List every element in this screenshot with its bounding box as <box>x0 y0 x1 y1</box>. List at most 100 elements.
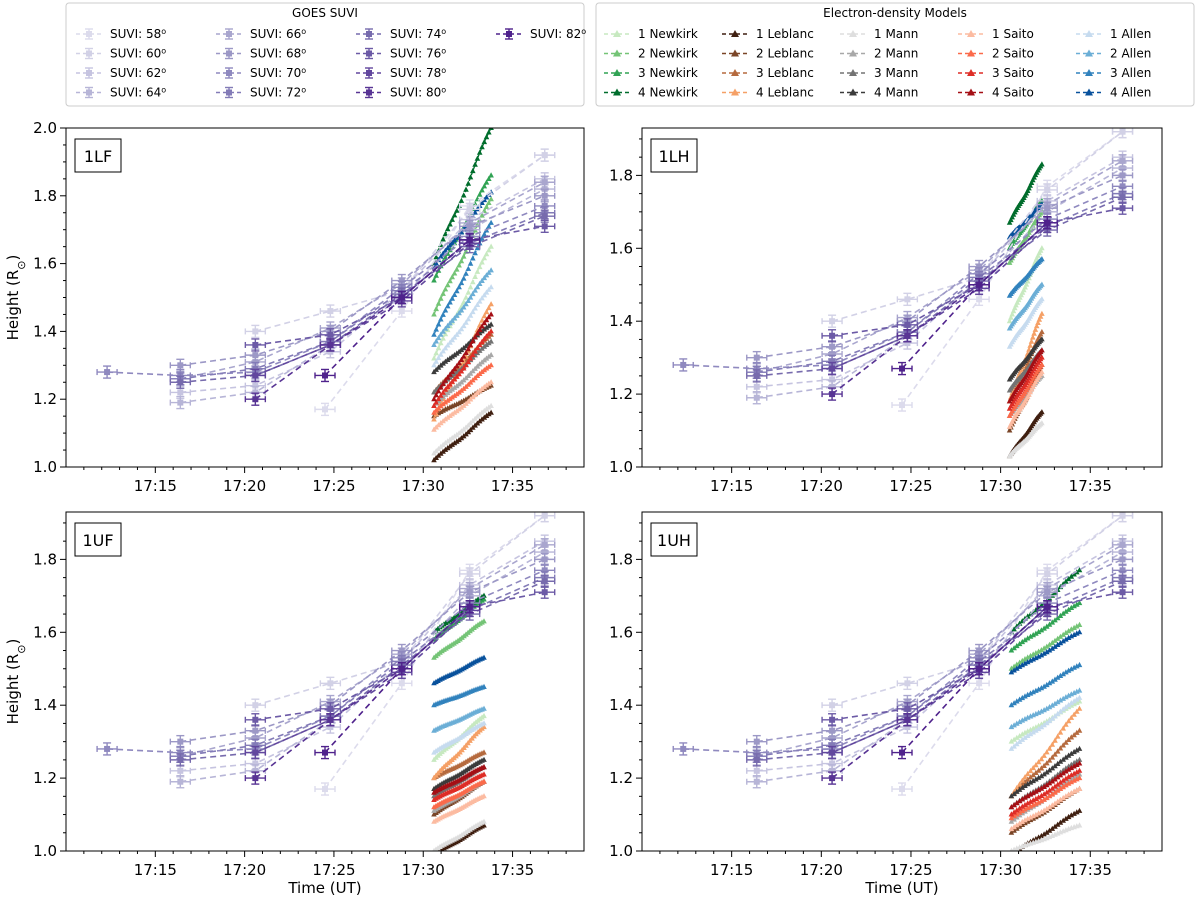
model-point <box>1046 767 1053 773</box>
model-point <box>1060 777 1066 783</box>
model-point <box>488 409 494 415</box>
model-point <box>486 314 492 320</box>
model-point <box>1016 659 1023 665</box>
suvi-series <box>746 168 1134 365</box>
model-point <box>1033 762 1039 768</box>
model-point <box>1071 624 1077 630</box>
model-point <box>470 351 476 358</box>
model-line <box>433 246 492 359</box>
model-point <box>456 329 462 335</box>
suvi-point <box>821 387 843 401</box>
model-point <box>1024 691 1031 697</box>
model-point <box>483 324 490 330</box>
model-point <box>1016 823 1023 829</box>
model-point <box>1074 761 1080 767</box>
model-point <box>479 235 485 241</box>
x-tick-label: 17:20 <box>800 861 843 879</box>
suvi-point <box>319 338 342 352</box>
suvi-point <box>746 753 768 767</box>
legend-entry-model: 2 Newkirk <box>604 47 698 61</box>
y-tick-label: 1.2 <box>33 390 57 408</box>
legend-marker <box>731 88 739 96</box>
model-point <box>1036 316 1043 322</box>
suvi-point <box>672 358 694 372</box>
model-point <box>1074 769 1080 775</box>
model-point <box>1027 798 1034 804</box>
suvi-point <box>391 662 413 676</box>
model-series <box>431 409 494 463</box>
model-series <box>431 196 494 317</box>
model-point <box>451 409 458 415</box>
model-point <box>1052 800 1058 806</box>
model-point <box>1035 810 1042 816</box>
suvi-line <box>254 242 471 377</box>
model-series <box>1006 296 1045 349</box>
model-point <box>433 305 439 312</box>
model-point <box>1039 336 1045 342</box>
model-point <box>1063 782 1069 788</box>
model-point <box>1071 631 1077 637</box>
model-point <box>1038 647 1045 653</box>
model-point <box>438 253 444 259</box>
suvi-point <box>1036 183 1058 197</box>
model-point <box>483 251 490 257</box>
suvi-line <box>324 154 546 410</box>
model-series <box>431 172 494 283</box>
model-point <box>440 290 446 296</box>
suvi-point <box>534 175 556 189</box>
suvi-line <box>756 160 1124 373</box>
model-point <box>438 392 444 398</box>
model-point <box>1057 612 1064 618</box>
suvi-legend-title: GOES SUVI <box>292 6 358 20</box>
legend-entry-suvi: SUVI: 78o <box>356 66 446 80</box>
model-series <box>431 764 487 795</box>
model-point <box>460 365 467 371</box>
model-point <box>433 358 439 364</box>
model-point <box>1060 756 1066 762</box>
legend-marker <box>967 30 975 37</box>
model-point <box>449 295 455 301</box>
model-point <box>481 592 487 598</box>
model-point <box>1039 354 1045 360</box>
suvi-series <box>244 600 481 785</box>
model-point <box>431 331 437 337</box>
model-point <box>483 203 490 209</box>
model-point <box>1016 798 1023 804</box>
model-point <box>454 207 460 213</box>
y-tick-label: 1.4 <box>33 322 57 340</box>
model-series <box>431 778 487 810</box>
legend-label: 1 Allen <box>1110 27 1151 41</box>
model-point <box>449 274 455 280</box>
model-point <box>1035 787 1042 793</box>
model-point <box>1076 599 1083 606</box>
model-point <box>1076 745 1083 751</box>
legend-entry-model: 2 Leblanc <box>722 47 814 61</box>
model-point <box>1046 787 1053 793</box>
suvi-point <box>534 209 556 223</box>
legend-label: 4 Leblanc <box>756 86 814 100</box>
model-point <box>1044 760 1050 766</box>
model-series <box>1006 245 1045 324</box>
suvi-point <box>821 329 843 343</box>
model-point <box>1024 804 1031 810</box>
model-point <box>444 342 451 348</box>
model-point <box>479 187 485 193</box>
x-tick-label: 17:20 <box>223 477 266 495</box>
model-point <box>1019 818 1026 824</box>
suvi-point <box>1036 585 1058 599</box>
suvi-point <box>169 764 192 778</box>
model-point <box>1071 732 1077 738</box>
model-point <box>1046 757 1053 763</box>
model-point <box>481 274 488 281</box>
suvi-point <box>891 398 913 412</box>
model-point <box>1052 823 1058 829</box>
suvi-series <box>169 538 556 763</box>
model-point <box>1024 781 1031 787</box>
model-point <box>1054 774 1061 780</box>
suvi-line <box>756 540 1124 772</box>
model-point <box>1011 667 1017 673</box>
model-point <box>1039 369 1045 375</box>
model-point <box>1054 615 1061 621</box>
model-point <box>438 384 444 390</box>
model-point <box>1024 776 1031 782</box>
